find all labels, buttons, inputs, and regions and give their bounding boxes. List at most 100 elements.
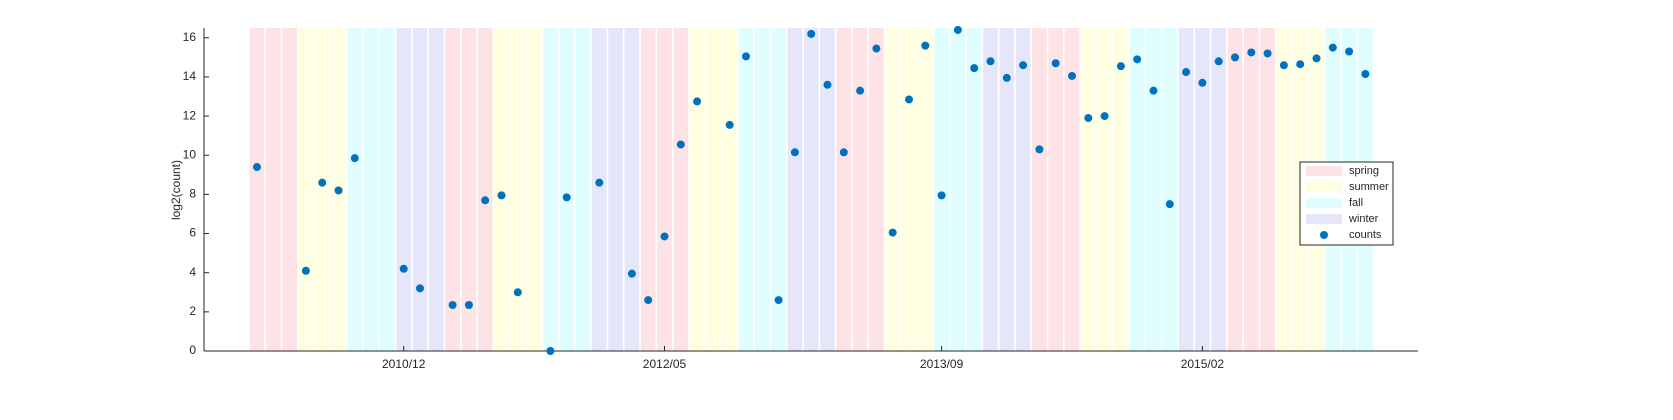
point [1296,60,1305,69]
point [334,186,343,195]
season-bar [722,28,738,351]
point [301,266,310,275]
season-bar [820,28,835,351]
y-tick-label: 6 [189,226,196,240]
season-bar [559,28,575,351]
point [970,64,979,73]
point [1214,57,1223,66]
season-bar [673,28,689,351]
legend-swatch [1306,214,1342,224]
y-axis-label: log2(count) [169,160,183,220]
season-bar [738,28,754,351]
season-bar [282,28,297,351]
season-bar [852,28,868,351]
point [1116,62,1125,71]
point [1068,71,1076,80]
point [660,232,669,241]
y-tick-label: 14 [183,69,197,83]
point [921,41,930,50]
point [513,288,522,297]
point [937,191,946,200]
point [644,296,653,305]
season-bar [575,28,591,351]
point [742,52,750,61]
y-tick-label: 2 [189,304,196,318]
x-tick-label: 2012/05 [643,357,687,371]
season-bar [1195,28,1210,351]
point [1182,68,1191,77]
season-bar [477,28,493,351]
legend-label: winter [1348,213,1379,225]
season-bar [754,28,770,351]
season-bar [950,28,966,351]
point [1312,54,1321,63]
point [595,178,604,187]
point [986,57,995,66]
legend-swatch [1306,182,1342,192]
point [1019,61,1028,70]
point [1247,48,1256,57]
point [1279,61,1288,70]
season-bar [363,28,379,351]
season-bar [1064,28,1080,351]
season-bar [966,28,982,351]
season-bar [901,28,917,351]
point [399,264,408,273]
point [1051,59,1060,68]
point [774,296,783,305]
point [1100,112,1109,121]
legend-label: fall [1349,197,1363,209]
point [1263,49,1272,58]
x-tick-label: 2015/02 [1181,357,1225,371]
x-tick-label: 2010/12 [382,357,426,371]
season-bar [347,28,363,351]
legend: spring summer fall winter counts [1299,161,1394,246]
point [448,300,457,309]
season-bar [803,28,819,351]
season-bar [314,28,330,351]
season-bar [608,28,623,351]
point [1084,114,1093,123]
season-bar [999,28,1015,351]
x-tick-label: 2013/09 [920,357,964,371]
point [1165,200,1174,209]
point [627,269,636,278]
season-bar [543,28,558,351]
season-bar [624,28,640,351]
season-bar [298,28,314,351]
season-bar [1048,28,1064,351]
season-bar [836,28,852,351]
y-tick-label: 4 [189,265,196,279]
point [823,80,832,89]
point [253,162,261,171]
point [807,29,816,38]
point [416,284,424,293]
season-bar [657,28,672,351]
point [481,196,490,205]
season-bar [396,28,412,351]
point [1345,47,1354,56]
point [790,148,799,157]
season-bar [1097,28,1112,351]
point [693,97,702,106]
point [1133,55,1142,64]
point [953,25,962,34]
season-bar [1129,28,1145,351]
y-tick-label: 10 [183,147,197,161]
season-bar [1146,28,1161,351]
season-bar [1243,28,1259,351]
season-bar [885,28,901,351]
point [1328,43,1337,52]
point [1035,145,1044,154]
season-bar [1276,28,1292,351]
season-bar [771,28,786,351]
season-bar [934,28,949,351]
legend-swatch [1306,166,1342,176]
season-bar [869,28,884,351]
point [676,140,685,149]
season-bar [1032,28,1047,351]
point [856,86,865,95]
season-bar [1113,28,1129,351]
season-bar [428,28,444,351]
point [1198,78,1207,87]
